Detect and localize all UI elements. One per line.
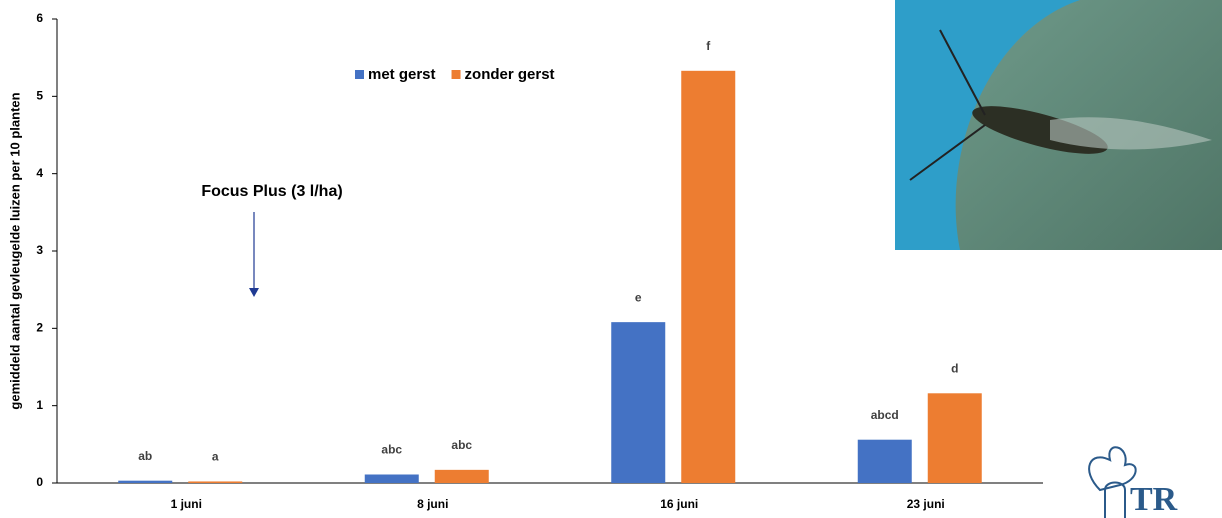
bar	[681, 70, 736, 484]
significance-letter: d	[951, 361, 958, 375]
significance-letter: f	[706, 39, 711, 53]
y-axis-label: gemiddeld aantal gevleugelde luizen per …	[7, 92, 22, 409]
significance-letter: abc	[381, 443, 402, 457]
bar	[857, 439, 912, 483]
significance-letter: abc	[451, 438, 472, 452]
bar	[434, 469, 489, 483]
y-tick-label: 5	[36, 89, 43, 103]
y-tick-label: 0	[36, 475, 43, 489]
bar	[364, 474, 419, 483]
x-tick-label: 16 juni	[660, 497, 698, 511]
significance-letter: ab	[138, 449, 152, 463]
legend-swatch	[355, 70, 364, 79]
bar	[188, 481, 243, 483]
bar	[611, 322, 666, 483]
annotation-arrowhead	[249, 288, 259, 297]
annotation: Focus Plus (3 l/ha)	[201, 183, 342, 200]
x-tick-label: 8 juni	[417, 497, 448, 511]
significance-letter: a	[212, 450, 219, 464]
y-tick-label: 1	[36, 398, 43, 412]
significance-letter: e	[635, 290, 642, 304]
photo	[895, 0, 1222, 250]
legend-label: met gerst	[368, 66, 436, 83]
x-tick-label: 1 juni	[171, 497, 202, 511]
logo: TR	[1088, 446, 1178, 518]
logo-text: TR	[1130, 481, 1178, 518]
x-tick-label: 23 juni	[907, 497, 945, 511]
legend-swatch	[451, 70, 461, 79]
y-tick-label: 6	[36, 11, 43, 25]
bar	[118, 480, 173, 483]
bar	[927, 393, 982, 483]
y-tick-label: 2	[36, 321, 43, 335]
significance-letter: abcd	[871, 408, 899, 422]
legend-label: zonder gerst	[465, 66, 555, 83]
y-tick-label: 3	[36, 243, 43, 257]
y-tick-label: 4	[36, 166, 43, 180]
